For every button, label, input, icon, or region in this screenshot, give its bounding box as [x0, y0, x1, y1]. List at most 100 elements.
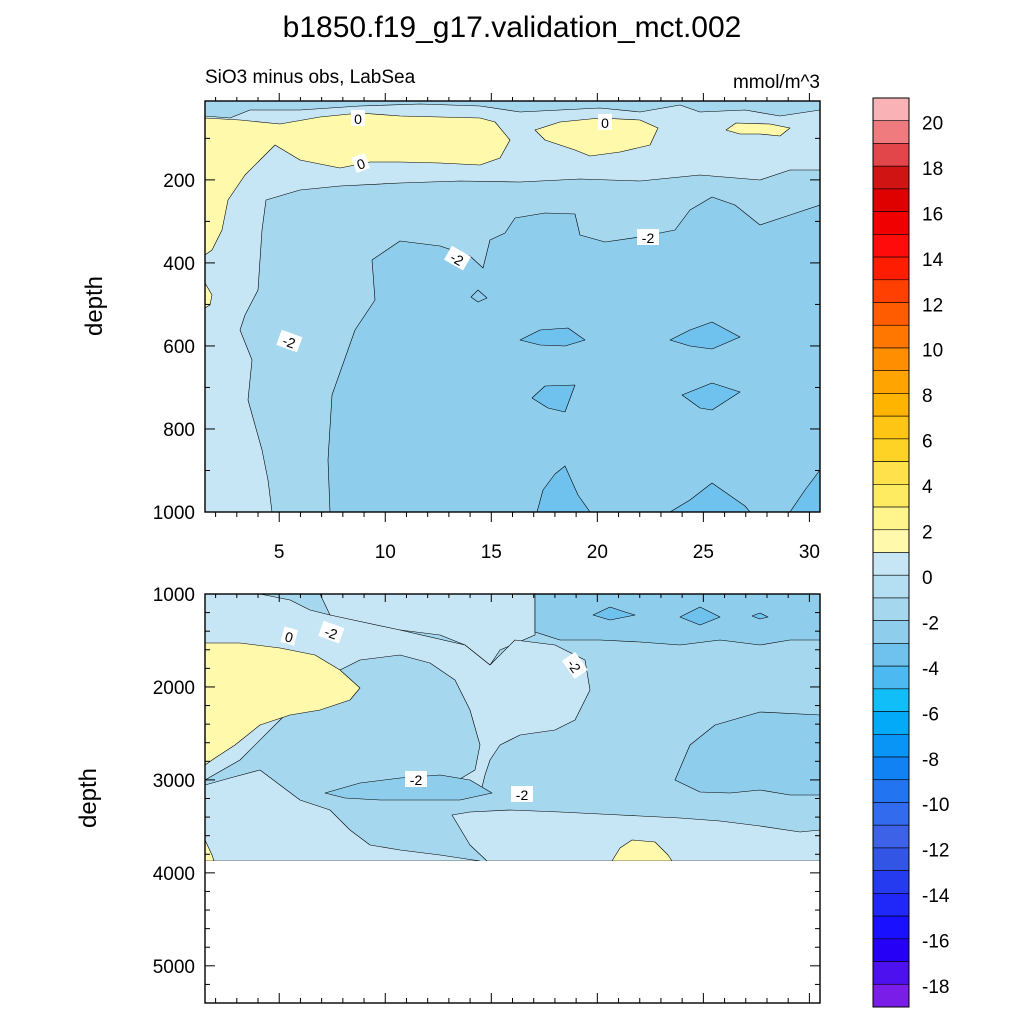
colorbar-swatch: [872, 143, 910, 167]
upper-region-minus3-to-minus4-a: [536, 465, 591, 512]
contour-label-text: -2: [280, 332, 297, 351]
upper-panel: 0 0 0 -2 -2 -2 200 400 600 800 1000 5 10 15 20 25 30 d…: [81, 93, 821, 563]
colorbar-label: 8: [922, 386, 933, 407]
colorbar-swatch: [872, 256, 910, 281]
upper-y-tick-label: 400: [163, 254, 195, 275]
colorbar-swatch: [872, 347, 910, 372]
colorbar-swatch: [872, 279, 910, 303]
upper-x-tick-label: 5: [274, 542, 285, 563]
colorbar-label: 2: [922, 523, 933, 544]
colorbar-swatch: [872, 302, 910, 326]
lower-y-axis-label: depth: [75, 768, 102, 828]
colorbar-swatch: [872, 711, 910, 735]
colorbar-swatch: [872, 733, 910, 758]
upper-x-tick-label: 25: [693, 542, 714, 563]
lower-y-tick-label: 3000: [153, 771, 195, 792]
upper-contour-label: -2: [637, 229, 659, 246]
colorbar-swatch: [872, 574, 910, 599]
chart-subtitle-left: SiO3 minus obs, LabSea: [205, 67, 416, 88]
colorbar-label: 20: [922, 113, 943, 134]
upper-region-minus3-to-minus4-e: [669, 321, 741, 350]
colorbar-swatch: [872, 165, 910, 190]
lower-region-minus2-to-minus3-mid: [324, 774, 493, 801]
upper-y-tick-label: 600: [163, 337, 195, 358]
contour-label-text: 0: [283, 628, 295, 646]
contour-label-text: -2: [410, 772, 423, 788]
lower-region-positive-a: [205, 642, 361, 766]
colorbar-label: -8: [922, 750, 939, 771]
contour-label-text: 0: [601, 115, 609, 131]
contour-label-text: 0: [354, 111, 362, 127]
upper-region-minus3-to-minus4-b: [669, 482, 751, 512]
lower-region-minus3-to-minus4-a: [592, 606, 636, 621]
colorbar-swatch: [872, 120, 910, 144]
lower-x-axis: [215, 594, 810, 1003]
upper-contour-label: 0: [351, 153, 370, 173]
colorbar-label: 18: [922, 159, 943, 180]
upper-x-axis: 5 10 15 20 25 30: [215, 93, 820, 563]
colorbar-swatch: [872, 506, 910, 531]
upper-contour-labels: 0 0 0 -2 -2 -2: [276, 110, 659, 353]
colorbar-label: -12: [922, 841, 949, 862]
colorbar-label: -14: [922, 886, 950, 907]
colorbar-swatch: [872, 461, 910, 485]
contour-label-text: -2: [642, 230, 655, 246]
colorbar-label: 12: [922, 295, 943, 316]
colorbar-swatch: [872, 779, 910, 803]
upper-x-tick-label: 15: [481, 542, 502, 563]
upper-contour-label: 0: [598, 114, 612, 131]
colorbar-swatch: [872, 529, 910, 553]
upper-y-tick-label: 1000: [153, 503, 195, 524]
lower-contour-label: -2: [561, 651, 588, 680]
upper-region-minus3-to-minus4-d: [519, 327, 586, 347]
lower-y-tick-label: 2000: [153, 678, 195, 699]
lower-contour-label: -2: [511, 786, 533, 803]
upper-region-positive-d: [725, 122, 791, 137]
upper-contour-label: -2: [276, 329, 303, 353]
upper-y-tick-label: 800: [163, 420, 195, 441]
lower-no-data-region: [205, 861, 820, 1003]
colorbar-swatch: [872, 597, 910, 621]
colorbar-label: 6: [922, 432, 933, 453]
colorbar-swatch: [872, 938, 910, 962]
colorbar-swatch: [872, 324, 910, 349]
colorbar-label: 10: [922, 341, 943, 362]
colorbar-label: -10: [922, 795, 949, 816]
upper-region-minus2-to-minus3: [327, 196, 820, 512]
colorbar-swatch: [872, 893, 910, 917]
colorbar: 20181614121086420-2-4-6-8-10-12-14-16-18…: [872, 97, 950, 1024]
lower-contour-labels: 0 -2 -2 -2 -2: [280, 620, 588, 803]
upper-region-positive-c: [534, 117, 659, 157]
upper-x-tick-label: 30: [799, 542, 820, 563]
upper-region-positive-b: [205, 282, 213, 309]
lower-y-tick-label: 1000: [153, 585, 195, 606]
upper-region-minus3-to-minus4-g: [681, 382, 741, 411]
upper-contour-label: 0: [351, 110, 365, 127]
colorbar-label: -2: [922, 613, 939, 634]
colorbar-label: -20: [922, 1022, 949, 1024]
lower-contour-label: 0: [280, 626, 299, 646]
lower-region-minus3-to-minus4-b: [679, 606, 721, 626]
colorbar-swatch: [872, 824, 910, 849]
upper-y-axis-label: depth: [81, 276, 108, 336]
colorbar-swatch: [872, 847, 910, 871]
lower-contour-label: -2: [405, 771, 427, 788]
colorbar-label: -6: [922, 704, 939, 725]
colorbar-swatch: [872, 983, 910, 1008]
upper-region-minus2-to-minus3-h: [470, 289, 488, 303]
colorbar-swatch: [872, 961, 910, 985]
lower-region-minus3-to-minus4-c: [751, 612, 769, 620]
colorbar-swatch: [872, 188, 910, 212]
colorbar-swatch: [872, 620, 910, 644]
colorbar-swatch: [872, 370, 910, 394]
lower-panel: 0 -2 -2 -2 -2 1000 2000 3000 4000 5000 depth: [75, 585, 821, 1004]
colorbar-swatch: [872, 438, 910, 462]
upper-region-minus3-to-minus4-f: [531, 384, 576, 413]
colorbar-swatch: [872, 484, 910, 508]
colorbar-swatch: [872, 211, 910, 235]
lower-region-minus2-to-minus3-right: [674, 711, 820, 796]
lower-y-tick-label: 5000: [153, 957, 195, 978]
colorbar-swatch: [872, 97, 910, 122]
colorbar-swatch: [872, 415, 910, 440]
colorbar-swatch: [872, 234, 910, 258]
